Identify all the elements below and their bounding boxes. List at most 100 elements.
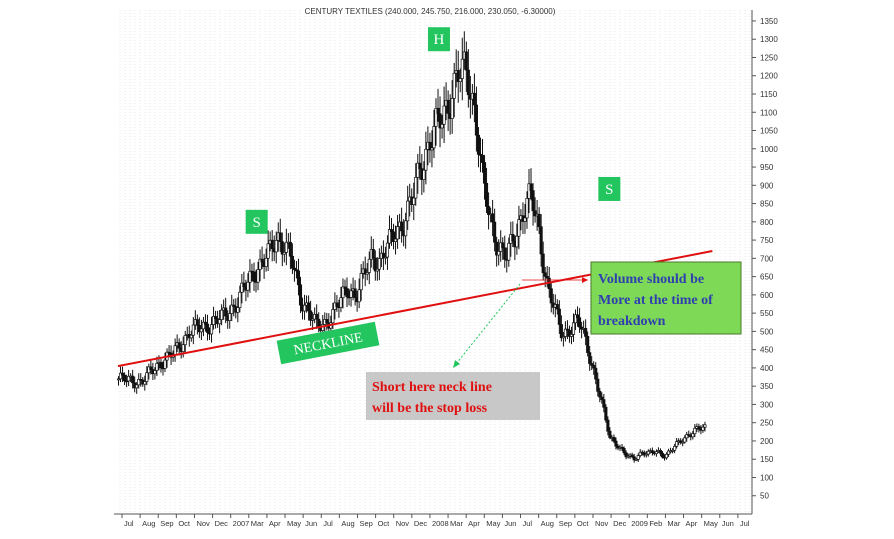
price-bar-body: [565, 328, 569, 331]
price-bar-body: [701, 426, 705, 431]
x-axis-ticks: Jul Aug Sep Oct Nov Dec 2007 Mar Apr May Jun Jul Aug…: [121, 514, 750, 528]
price-bar-body: [298, 284, 303, 306]
price-bar-body: [440, 123, 444, 129]
price-bar-body: [307, 302, 311, 312]
x-tick-label: Aug: [541, 519, 554, 528]
price-bar-body: [592, 365, 596, 369]
x-tick-label: Apr: [686, 519, 698, 528]
price-bar-body: [693, 427, 697, 435]
y-tick-label: 250: [760, 419, 774, 428]
price-bar-body: [666, 450, 671, 455]
price-bar-body: [590, 363, 594, 366]
price-bar-body: [428, 141, 432, 151]
price-bar-body: [224, 307, 228, 317]
x-tick-label: May: [704, 519, 718, 528]
price-bar-body: [578, 317, 582, 328]
price-bar-body: [480, 154, 485, 163]
price-bar-body: [630, 454, 634, 458]
x-tick-label: 2008: [432, 519, 449, 528]
price-bar-body: [414, 176, 418, 199]
price-bar-body: [539, 226, 543, 255]
pattern-label: S: [253, 215, 261, 231]
price-bar-body: [644, 453, 648, 456]
price-bar-body: [357, 289, 361, 303]
price-bar-body: [466, 69, 470, 96]
price-bar-body: [315, 313, 319, 320]
price-bar-body: [681, 441, 685, 444]
price-bar-body: [343, 286, 347, 289]
price-bar-body: [478, 153, 483, 156]
price-bar-body: [458, 78, 462, 83]
price-bar-body: [636, 455, 640, 460]
y-tick-label: 300: [760, 400, 774, 409]
y-tick-label: 600: [760, 291, 774, 300]
price-bar-body: [484, 182, 489, 207]
price-bar-body: [624, 452, 628, 458]
y-axis-ticks: 50 100 150 200 250 300 350 400 450 500 550 600 650 70…: [752, 17, 778, 501]
price-bar-body: [377, 258, 381, 270]
price-bar-body: [424, 148, 428, 171]
price-bar-body: [555, 304, 559, 310]
price-bar-body: [434, 107, 438, 127]
pattern-label: H: [434, 32, 445, 48]
price-bar-body: [345, 288, 349, 298]
price-bar-body: [515, 235, 519, 248]
price-bar-body: [598, 390, 602, 398]
y-tick-label: 700: [760, 254, 774, 263]
y-tick-label: 1350: [760, 17, 778, 26]
price-bar-body: [460, 58, 464, 79]
x-tick-label: Oct: [577, 519, 590, 528]
price-bar-body: [292, 267, 296, 271]
price-bar-body: [252, 271, 256, 282]
price-bar-body: [482, 162, 487, 184]
price-bar-body: [658, 450, 663, 454]
price-bar-body: [236, 307, 240, 313]
y-tick-label: 1000: [760, 145, 778, 154]
price-bar-body: [604, 406, 608, 421]
price-bar-body: [373, 257, 377, 272]
y-tick-label: 450: [760, 346, 774, 355]
price-bar-body: [487, 206, 491, 215]
price-bar-body: [523, 217, 527, 222]
price-bar-body: [325, 319, 329, 324]
volume-note-line: Volume should be: [598, 272, 704, 287]
price-bar-body: [385, 242, 390, 258]
price-bar-body: [622, 447, 626, 454]
price-bars: [116, 31, 707, 463]
x-tick-label: Jul: [740, 519, 750, 528]
x-tick-label: Sep: [359, 519, 372, 528]
price-bar-body: [123, 374, 127, 382]
x-tick-label: Oct: [178, 519, 191, 528]
pattern-label-box: [598, 176, 621, 201]
price-bar-body: [242, 282, 246, 288]
short-note-arrow: [455, 283, 521, 365]
price-bar-body: [349, 290, 353, 298]
x-tick-label: Jul: [523, 519, 533, 528]
y-tick-label: 950: [760, 163, 774, 172]
y-tick-label: 550: [760, 309, 774, 318]
y-tick-label: 400: [760, 364, 774, 373]
price-bar-body: [230, 304, 234, 314]
price-bar-body: [664, 453, 669, 459]
price-bar-body: [199, 328, 203, 333]
x-tick-label: Jul: [323, 519, 333, 528]
price-bar-body: [274, 240, 278, 253]
price-bar-body: [697, 426, 701, 430]
price-bar-body: [232, 304, 236, 307]
x-tick-label: Mar: [251, 519, 264, 528]
price-bar-body: [131, 375, 135, 384]
price-bar-body: [436, 107, 440, 115]
price-bar-body: [584, 328, 588, 337]
x-tick-label: Nov: [196, 519, 210, 528]
price-bar-body: [608, 430, 612, 438]
price-bar-body: [218, 319, 222, 325]
price-bar-body: [543, 272, 547, 277]
price-bar-body: [317, 318, 321, 328]
price-bar-body: [571, 322, 576, 335]
y-tick-label: 1100: [760, 108, 778, 117]
price-bar-body: [228, 313, 232, 321]
price-bar-body: [389, 229, 394, 233]
price-bar-body: [189, 334, 193, 339]
price-bar-body: [387, 229, 392, 244]
y-tick-label: 1250: [760, 53, 778, 62]
